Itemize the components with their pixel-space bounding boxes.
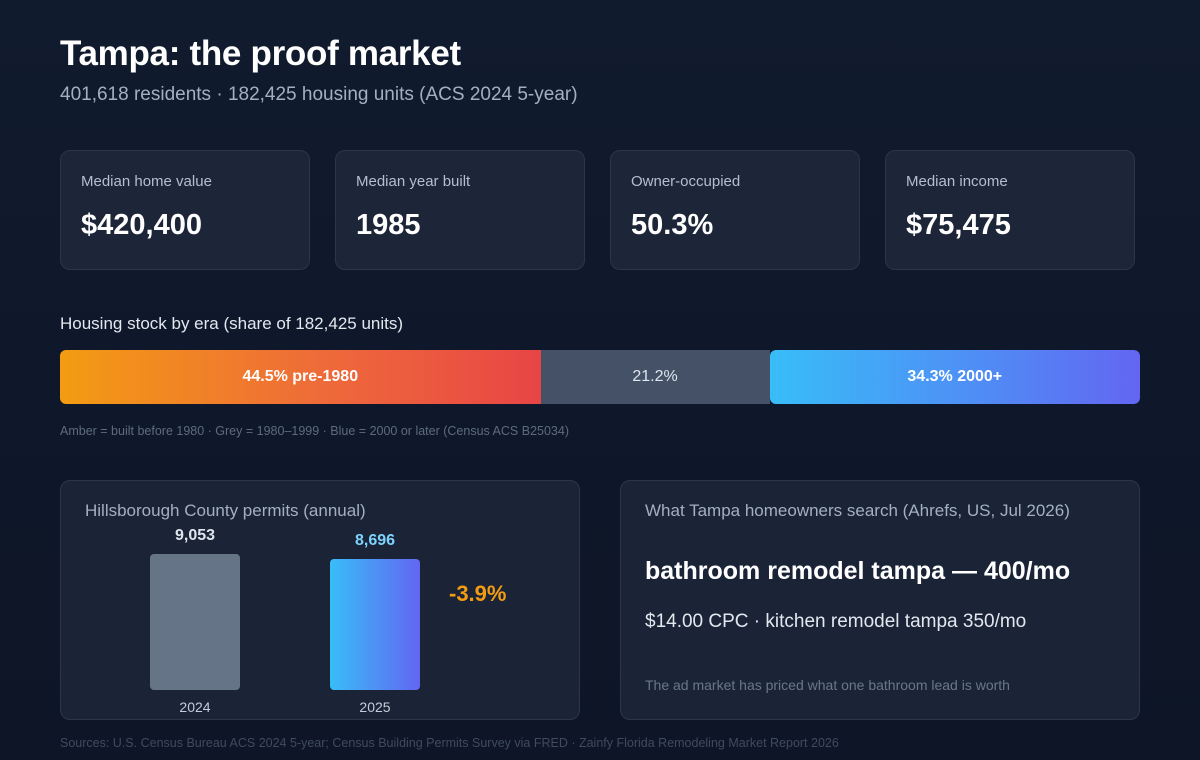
stat-card-owner-occupied: Owner-occupied 50.3% <box>610 150 860 270</box>
stat-label: Median home value <box>81 173 212 190</box>
page-subtitle: 401,618 residents · 182,425 housing unit… <box>60 84 578 105</box>
permits-title: Hillsborough County permits (annual) <box>85 501 366 520</box>
era-segment-1980-1999: 21.2% <box>540 350 770 404</box>
era-segment-pre-1980: 44.5% pre-1980 <box>60 350 541 404</box>
search-title: What Tampa homeowners search (Ahrefs, US… <box>645 501 1070 520</box>
search-panel: What Tampa homeowners search (Ahrefs, US… <box>620 480 1140 720</box>
bar-value-2025: 8,696 <box>354 532 396 550</box>
page-title: Tampa: the proof market <box>60 34 461 73</box>
search-headline: bathroom remodel tampa — 400/mo <box>645 557 1071 585</box>
bar-category-2025: 2025 <box>359 699 391 715</box>
stat-card-home-value: Median home value $420,400 <box>60 150 310 270</box>
stat-value: $420,400 <box>81 209 202 241</box>
era-note: Amber = built before 1980 · Grey = 1980–… <box>60 424 569 438</box>
era-segment-2000-plus: 34.3% 2000+ <box>769 350 1140 404</box>
stat-label: Median income <box>906 173 1008 190</box>
bar-category-2024: 2024 <box>179 699 211 715</box>
bar-2025 <box>330 559 420 690</box>
stat-value: 50.3% <box>631 209 714 241</box>
change-label: -3.9% <box>449 581 507 606</box>
search-note: The ad market has priced what one bathro… <box>645 677 1010 693</box>
stat-value: $75,475 <box>906 209 1011 241</box>
search-detail: $14.00 CPC · kitchen remodel tampa 350/m… <box>645 611 1027 632</box>
bar-2024 <box>150 554 240 690</box>
stat-value: 1985 <box>356 209 421 241</box>
bar-value-2024: 9,053 <box>174 527 216 544</box>
era-title: Housing stock by era (share of 182,425 u… <box>60 314 404 333</box>
permits-panel: Hillsborough County permits (annual) 9,0… <box>60 480 580 720</box>
era-bar: 44.5% pre-1980 21.2% 34.3% 2000+ <box>60 350 1140 404</box>
sources-footer: Sources: U.S. Census Bureau ACS 2024 5-y… <box>60 736 839 750</box>
stat-label: Median year built <box>356 173 471 190</box>
stat-label: Owner-occupied <box>631 173 741 190</box>
stat-card-income: Median income $75,475 <box>885 150 1135 270</box>
stat-card-year-built: Median year built 1985 <box>335 150 585 270</box>
